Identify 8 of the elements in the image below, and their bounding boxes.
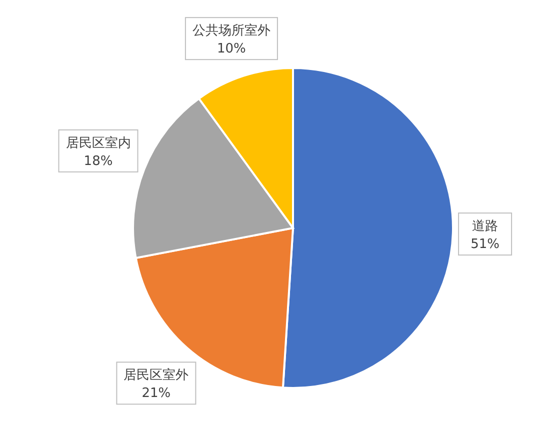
slice-label: 居民区室内 [66, 134, 131, 151]
data-label: 18% [84, 154, 113, 169]
data-label: 51% [470, 237, 500, 252]
slice-label: 道路 [472, 219, 498, 234]
data-label: 10% [216, 42, 246, 57]
data-label: 21% [142, 386, 171, 402]
slice-label: 居民区室外 [124, 367, 189, 384]
slice-label: 公共场所室外 [192, 22, 270, 39]
